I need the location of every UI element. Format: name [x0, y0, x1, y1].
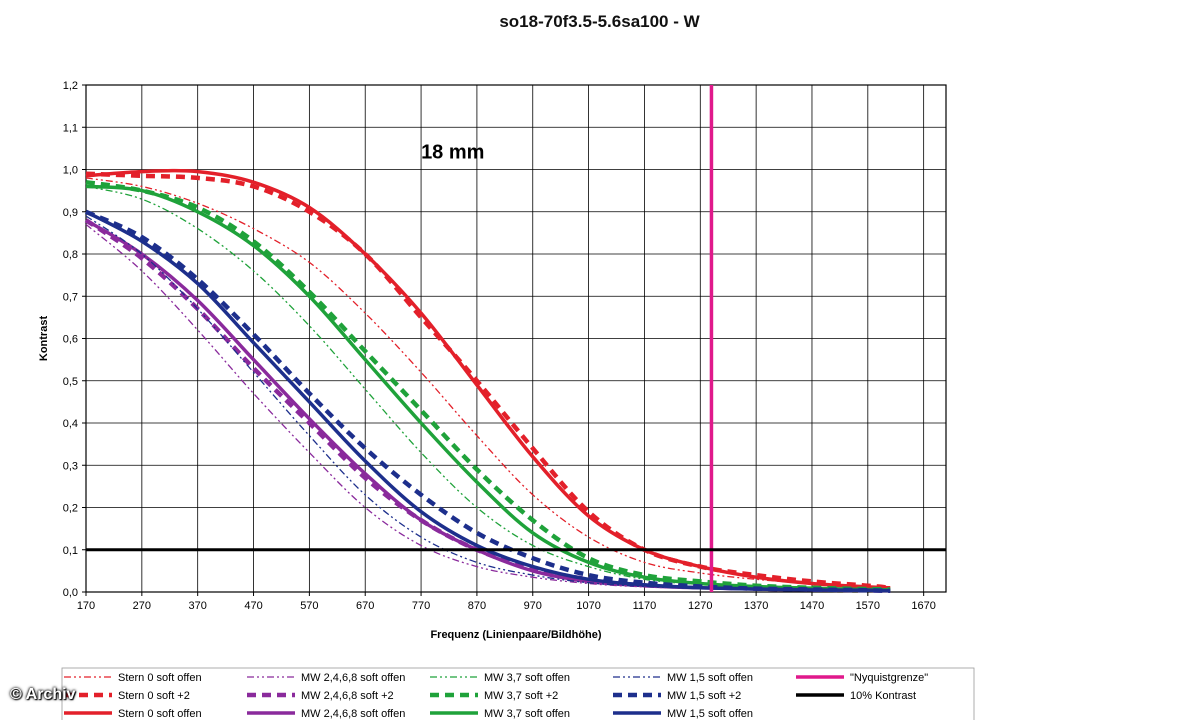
- chart-title: so18-70f3.5-5.6sa100 - W: [499, 12, 700, 31]
- legend-label: MW 3,7 soft offen: [484, 672, 570, 684]
- series-line-red-dashed: [85, 171, 891, 591]
- y-tick-label: 0,0: [63, 587, 78, 599]
- y-axis-label: Kontrast: [38, 316, 50, 362]
- legend-label: 10% Kontrast: [850, 690, 916, 702]
- legend-entry: "Nyquistgrenze": [796, 672, 928, 684]
- x-tick-label: 1670: [911, 600, 935, 612]
- y-tick-label: 0,7: [63, 291, 78, 303]
- y-tick-label: 0,2: [63, 503, 78, 515]
- grid: [85, 84, 947, 593]
- x-tick-label: 370: [189, 600, 207, 612]
- legend-entry: MW 1,5 soft offen: [613, 672, 753, 684]
- legend-entry: MW 3,7 soft offen: [430, 672, 570, 684]
- series-lines: [84, 85, 946, 593]
- x-axis-label: Frequenz (Linienpaare/Bildhöhe): [430, 629, 601, 641]
- x-tick-label: 470: [244, 600, 262, 612]
- y-tick-label: 0,9: [63, 207, 78, 219]
- y-tick-label: 1,0: [63, 165, 78, 177]
- legend-entry: Stern 0 soft offen: [64, 708, 202, 720]
- x-tick-label: 1370: [744, 600, 768, 612]
- x-tick-label: 570: [300, 600, 318, 612]
- series-line-red-solid: [85, 168, 891, 590]
- x-tick-label: 1170: [633, 600, 657, 612]
- legend-entry: Stern 0 soft +2: [64, 690, 190, 702]
- axes: 170 270 370 470 570 670 770 870 970 1070 1170 1270 1…: [63, 80, 936, 612]
- y-tick-label: 1,2: [63, 80, 78, 92]
- legend-entry: MW 2,4,6,8 soft offen: [247, 708, 405, 720]
- legend-label: MW 2,4,6,8 soft offen: [301, 708, 405, 720]
- x-tick-label: 1570: [856, 600, 880, 612]
- legend-entry: MW 3,7 soft offen: [430, 708, 570, 720]
- x-tick-label: 170: [77, 600, 95, 612]
- y-tick-label: 0,3: [63, 460, 78, 472]
- x-tick-label: 1070: [576, 600, 600, 612]
- y-tick-label: 0,5: [63, 376, 78, 388]
- legend-label: Stern 0 soft offen: [118, 672, 202, 684]
- x-tick-label: 970: [524, 600, 542, 612]
- series-line-blue-solid: [85, 210, 891, 593]
- x-tick-label: 270: [133, 600, 151, 612]
- y-tick-label: 0,8: [63, 249, 78, 261]
- x-tick-label: 870: [468, 600, 486, 612]
- y-tick-label: 1,1: [63, 122, 78, 134]
- legend-label: MW 2,4,6,8 soft +2: [301, 690, 394, 702]
- legend-entry: MW 2,4,6,8 soft offen: [247, 672, 405, 684]
- legend-label: MW 2,4,6,8 soft offen: [301, 672, 405, 684]
- legend-entry: Stern 0 soft offen: [64, 672, 202, 684]
- legend-label: Stern 0 soft offen: [118, 708, 202, 720]
- legend-entry: MW 1,5 soft +2: [613, 690, 741, 702]
- x-tick-label: 1270: [688, 600, 712, 612]
- legend-entry: MW 2,4,6,8 soft +2: [247, 690, 394, 702]
- y-tick-label: 0,6: [63, 334, 78, 346]
- legend-label: MW 1,5 soft offen: [667, 672, 753, 684]
- legend-box: [61, 667, 975, 720]
- focal-length-annotation: 18 mm: [421, 142, 484, 164]
- legend: Stern 0 soft offen Stern 0 soft +2 Stern 0…: [61, 667, 975, 720]
- legend-entry: MW 1,5 soft offen: [613, 708, 753, 720]
- legend-label: MW 3,7 soft offen: [484, 708, 570, 720]
- legend-label: MW 3,7 soft +2: [484, 690, 558, 702]
- y-tick-label: 0,4: [63, 418, 78, 430]
- y-tick-label: 0,1: [63, 545, 78, 557]
- x-tick-label: 670: [356, 600, 374, 612]
- legend-label: MW 1,5 soft +2: [667, 690, 741, 702]
- legend-entry: 10% Kontrast: [796, 690, 916, 702]
- legend-label: MW 1,5 soft offen: [667, 708, 753, 720]
- x-tick-label: 770: [412, 600, 430, 612]
- copyright-credit: © Archiv: [10, 686, 76, 703]
- legend-label: Stern 0 soft +2: [118, 690, 190, 702]
- x-tick-label: 1470: [800, 600, 824, 612]
- legend-label: "Nyquistgrenze": [850, 672, 928, 684]
- legend-entry: MW 3,7 soft +2: [430, 690, 558, 702]
